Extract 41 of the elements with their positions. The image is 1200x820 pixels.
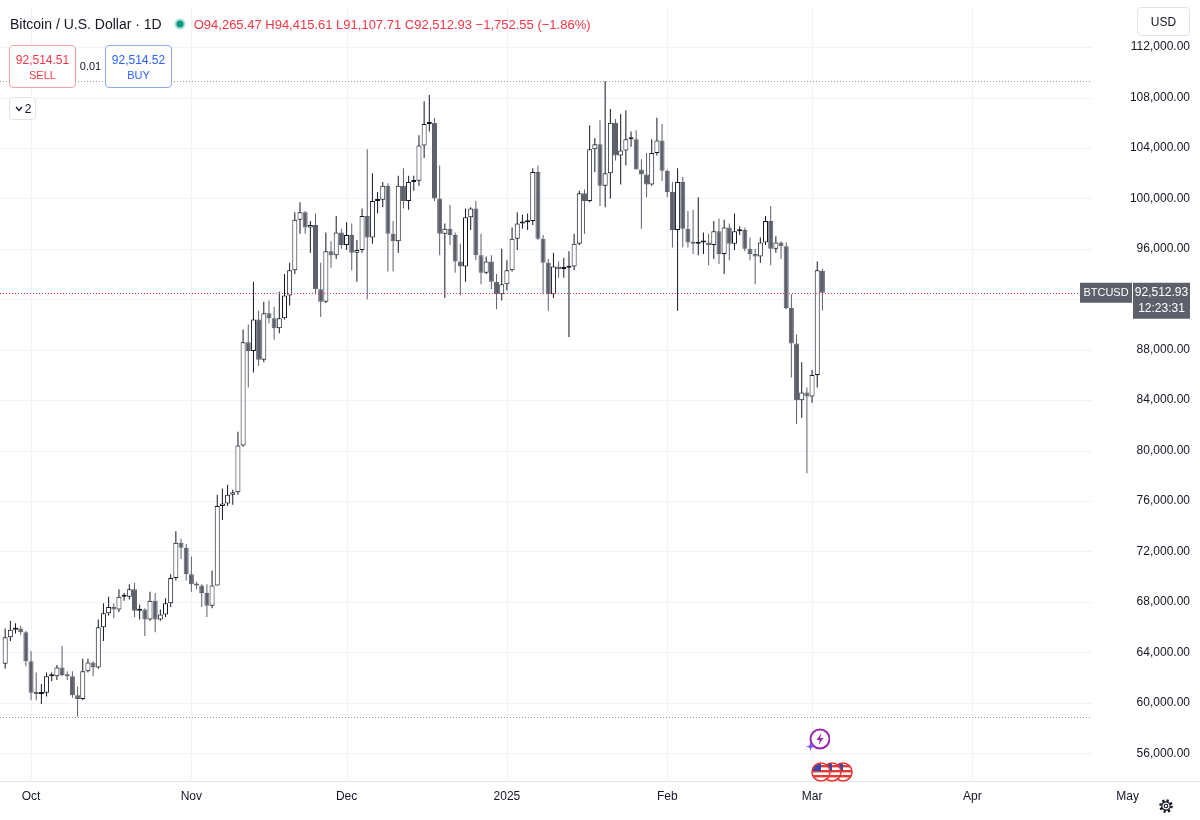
x-tick-label: Apr — [963, 789, 982, 804]
candlestick — [602, 81, 608, 208]
y-tick-label: 68,000.00 — [1136, 594, 1191, 609]
y-tick-label: 108,000.00 — [1129, 89, 1191, 104]
y-tick-label: 112,000.00 — [1130, 39, 1191, 54]
y-tick-label: 80,000.00 — [1136, 442, 1191, 457]
text: O94,265.47 H94,415.61 L91,107.71 C92,512.93 −1,752.55 (−1.86%) — [193, 16, 591, 32]
x-tick-label: May — [1116, 789, 1139, 804]
annotation: 0.01 — [79, 59, 102, 73]
candlestick — [442, 223, 448, 299]
y-tick-label: 64,000.00 — [1136, 644, 1191, 659]
candlestick — [638, 159, 644, 229]
candlestick — [375, 192, 381, 214]
ref-line-label: 92,512.93 12:23:31 — [1134, 285, 1189, 316]
y-tick-label: 60,000.00 — [1136, 695, 1191, 710]
annotation: 2 — [24, 101, 32, 116]
y-tick-label: 84,000.00 — [1136, 392, 1191, 407]
y-tick-label: 100,000.00 — [1129, 190, 1191, 205]
y-tick-label: 104,000.00 — [1129, 140, 1191, 155]
text: Bitcoin / U.S. Dollar · 1D — [10, 16, 162, 32]
candlestick — [354, 240, 360, 282]
y-tick-label: 76,000.00 — [1136, 493, 1191, 508]
x-tick-label: 2025 — [493, 789, 521, 804]
x-tick-label: Dec — [335, 789, 358, 804]
annotation: SELL — [29, 67, 56, 82]
y-tick-label: 88,000.00 — [1136, 342, 1191, 357]
y-tick-label: 72,000.00 — [1136, 543, 1191, 558]
x-tick-label: Mar — [801, 789, 823, 804]
candlestick — [38, 683, 44, 705]
x-tick-label: Nov — [180, 789, 203, 804]
annotation: BTCUSD — [1083, 285, 1129, 298]
y-tick-label: 56,000.00 — [1136, 745, 1191, 760]
annotation: 92,514.52 — [111, 51, 166, 68]
candlestick — [618, 113, 624, 185]
annotation: 92,514.51 — [15, 51, 70, 68]
x-tick-label: Oct — [21, 789, 42, 804]
y-tick-label: 96,000.00 — [1136, 241, 1191, 256]
annotation: BUY — [127, 67, 150, 82]
annotation: USD — [1150, 14, 1177, 29]
candlestick — [75, 686, 81, 717]
x-tick-label: Feb — [656, 789, 678, 804]
